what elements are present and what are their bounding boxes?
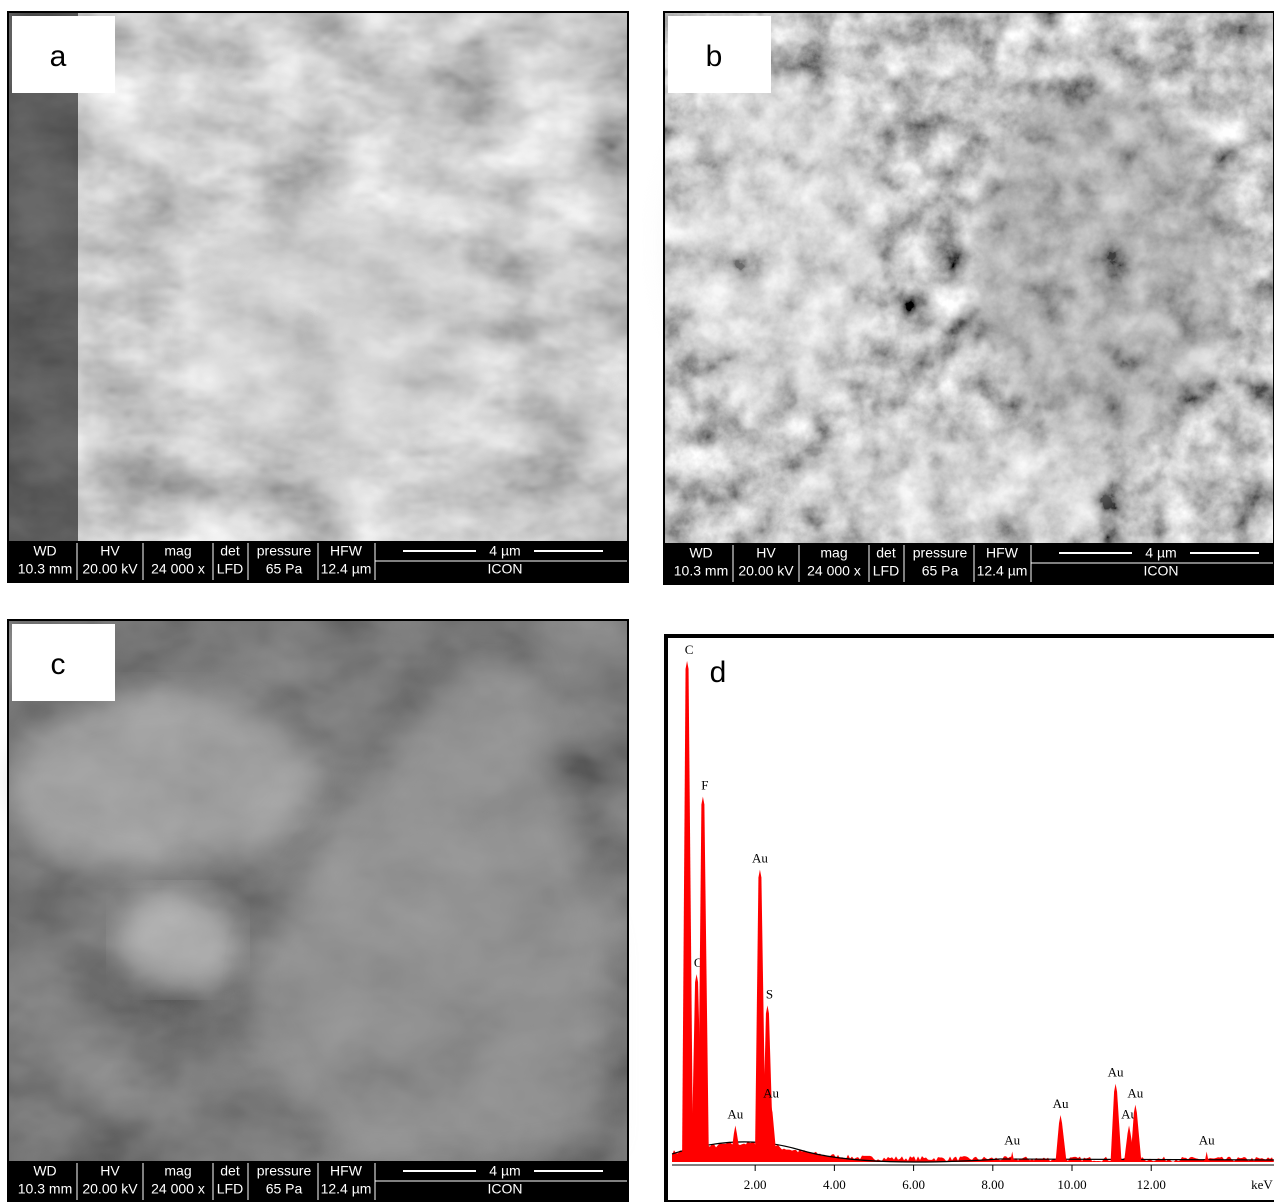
scale-label: 4 µm (489, 543, 520, 559)
highlight (188, 212, 488, 452)
info-header: HV (100, 543, 120, 559)
info-header: det (220, 543, 240, 559)
info-value: 20.00 kV (82, 1181, 138, 1197)
info-value: 65 Pa (266, 561, 303, 577)
peak-label: S (766, 986, 773, 1001)
info-header: WD (33, 1163, 56, 1179)
panel-label: a (50, 40, 67, 73)
info-value: 65 Pa (266, 1181, 303, 1197)
info-value: 12.4 µm (321, 1181, 372, 1197)
info-value: 20.00 kV (738, 563, 794, 579)
info-header: mag (164, 543, 191, 559)
info-header: HFW (986, 545, 1019, 561)
peak-label: Au (1199, 1133, 1215, 1148)
x-tick-label: 4.00 (823, 1177, 846, 1192)
sheet (974, 82, 1234, 442)
software: ICON (488, 1181, 523, 1197)
peak-label: Au (727, 1106, 743, 1121)
info-value: LFD (217, 1181, 243, 1197)
info-value: 12.4 µm (977, 563, 1028, 579)
peak-label: Au (763, 1086, 779, 1101)
info-value: 24 000 x (151, 1181, 205, 1197)
particles (664, 72, 884, 412)
peak-label: Au (1108, 1065, 1124, 1080)
info-header: HV (100, 1163, 120, 1179)
software: ICON (1144, 563, 1179, 579)
sem-panel: c WD 10.3 mm HV 20.00 kV mag 24 000 x det LFD pre… (8, 620, 628, 1202)
info-value: LFD (217, 561, 243, 577)
info-value: 24 000 x (151, 561, 205, 577)
info-header: WD (689, 545, 712, 561)
info-value: 12.4 µm (321, 561, 372, 577)
x-tick-label: 8.00 (981, 1177, 1004, 1192)
x-tick-label: 12.00 (1137, 1177, 1166, 1192)
info-header: pressure (257, 543, 312, 559)
info-value: 10.3 mm (18, 561, 72, 577)
info-header: HFW (330, 1163, 363, 1179)
figure: a WD 10.3 mm HV 20.00 kV mag 24 000 x det LFD pre… (0, 0, 1274, 1202)
peak-label: Au (1127, 1086, 1143, 1101)
scale-label: 4 µm (489, 1163, 520, 1179)
info-value: 20.00 kV (82, 561, 138, 577)
panel-label: c (51, 648, 66, 681)
peak-label: Au (1004, 1133, 1020, 1148)
info-value: 10.3 mm (18, 1181, 72, 1197)
info-value: 10.3 mm (674, 563, 728, 579)
info-header: HFW (330, 543, 363, 559)
sem-panel: a WD 10.3 mm HV 20.00 kV mag 24 000 x det LFD pre… (8, 12, 628, 582)
peak-label: C (685, 642, 694, 657)
info-header: mag (164, 1163, 191, 1179)
software: ICON (488, 561, 523, 577)
panel-label: b (706, 40, 723, 73)
particles (118, 890, 238, 990)
x-unit: keV (1251, 1177, 1273, 1192)
x-tick-label: 6.00 (902, 1177, 925, 1192)
peak-label: F (701, 778, 708, 793)
info-header: pressure (913, 545, 968, 561)
particles (8, 690, 308, 870)
scale-label: 4 µm (1145, 545, 1176, 561)
info-header: pressure (257, 1163, 312, 1179)
peak-label: Au (1053, 1096, 1069, 1111)
info-header: WD (33, 543, 56, 559)
x-tick-label: 2.00 (744, 1177, 767, 1192)
info-header: det (220, 1163, 240, 1179)
sem-panel: b WD 10.3 mm HV 20.00 kV mag 24 000 x det LFD pre… (664, 12, 1274, 584)
particles (794, 422, 1134, 542)
info-value: LFD (873, 563, 899, 579)
x-tick-label: 10.00 (1057, 1177, 1086, 1192)
info-value: 65 Pa (922, 563, 959, 579)
info-header: mag (820, 545, 847, 561)
info-value: 24 000 x (807, 563, 861, 579)
info-header: HV (756, 545, 776, 561)
info-header: det (876, 545, 896, 561)
peak-label: Au (752, 851, 768, 866)
panel-label: d (710, 656, 727, 689)
